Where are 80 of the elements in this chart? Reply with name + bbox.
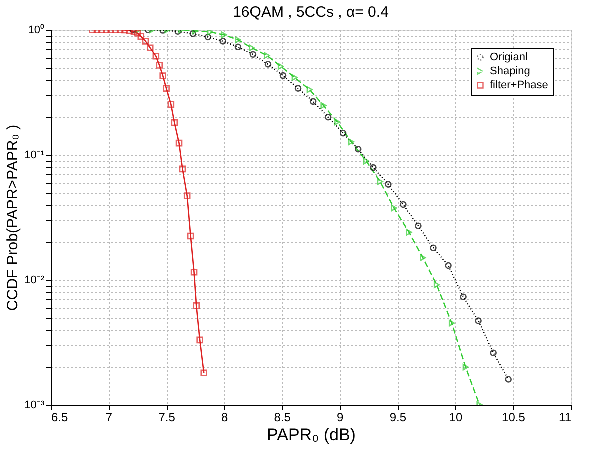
point	[249, 44, 256, 52]
point	[156, 62, 164, 69]
point	[445, 262, 452, 270]
point	[320, 102, 327, 110]
point	[310, 98, 317, 106]
x-tick-label: 9.5	[390, 410, 407, 424]
point	[190, 30, 197, 38]
point	[190, 269, 198, 276]
legend-label: Origianl	[490, 52, 528, 64]
point	[391, 204, 398, 212]
x-tick-label: 10	[449, 410, 463, 424]
point	[324, 114, 332, 121]
point	[460, 294, 467, 300]
point	[160, 72, 166, 80]
x-tick-label: 9	[337, 410, 344, 424]
y-tick-label: 10⁻³	[24, 400, 45, 412]
point	[334, 118, 341, 126]
point	[505, 376, 512, 383]
x-tick-label: 11	[559, 410, 572, 424]
point	[187, 232, 194, 240]
legend-label: filter+Phase	[490, 80, 548, 92]
point	[462, 364, 469, 371]
point	[385, 181, 392, 188]
point	[207, 30, 214, 36]
x-tick-label: 6.5	[52, 410, 69, 424]
point	[377, 178, 384, 186]
point	[448, 320, 455, 327]
x-axis-title: PAPR₀ (dB)	[267, 426, 356, 444]
point	[204, 34, 212, 41]
point	[234, 44, 242, 50]
point	[163, 85, 170, 92]
point	[475, 318, 482, 324]
point	[193, 302, 200, 310]
x-tick-label: 10.5	[502, 410, 526, 424]
point	[174, 30, 182, 36]
point	[220, 38, 227, 45]
y-tick-label: 10⁻¹	[24, 150, 45, 162]
point	[370, 164, 377, 172]
point	[354, 146, 362, 153]
point	[306, 86, 313, 94]
point	[184, 192, 191, 200]
point	[430, 244, 437, 252]
point	[168, 101, 175, 108]
y-tick-label: 10⁰	[28, 24, 44, 36]
point	[294, 85, 302, 92]
point	[490, 350, 497, 357]
point	[179, 166, 186, 173]
point	[348, 138, 354, 146]
chart-title: 16QAM , 5CCs , α= 0.4	[233, 4, 389, 21]
point	[280, 72, 287, 80]
point	[264, 61, 272, 68]
point	[363, 158, 370, 165]
point	[176, 140, 183, 147]
point	[221, 32, 228, 39]
x-tick-label: 7	[106, 410, 113, 424]
point	[196, 336, 204, 344]
y-tick-label: 10⁻²	[24, 274, 45, 286]
x-tick-label: 8	[221, 410, 228, 424]
point	[400, 201, 407, 208]
point	[171, 119, 178, 126]
point	[152, 53, 160, 60]
point	[278, 63, 284, 70]
legend-label: Shaping	[490, 66, 530, 78]
point	[415, 222, 422, 230]
y-axis-title: CCDF Prob(PAPR>PAPR₀ )	[4, 124, 22, 312]
point	[142, 38, 150, 45]
x-tick-label: 8.5	[274, 410, 292, 424]
point	[250, 51, 257, 58]
x-tick-label: 7.5	[158, 410, 176, 424]
point	[340, 130, 347, 137]
point	[264, 52, 270, 60]
point	[138, 33, 145, 40]
point	[200, 370, 208, 376]
point	[146, 44, 154, 52]
point	[134, 30, 142, 37]
point	[406, 229, 412, 236]
point	[292, 74, 298, 82]
point	[420, 254, 426, 262]
point	[235, 36, 242, 44]
point	[434, 282, 440, 289]
